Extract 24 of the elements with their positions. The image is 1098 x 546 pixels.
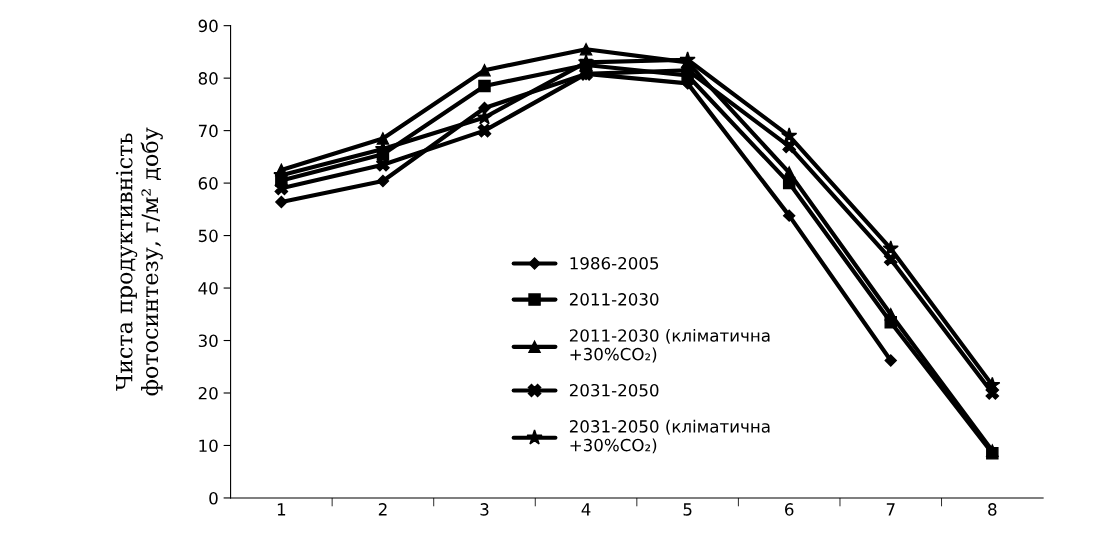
y-tick-label: 40 (198, 282, 218, 295)
y-tick-label: 60 (198, 177, 218, 190)
x-tick-label: 1 (277, 503, 286, 516)
x-tick-label: 8 (988, 503, 997, 516)
x-tick-label: 7 (886, 503, 895, 516)
x-tick-label: 2 (378, 503, 387, 516)
x-tick-label: 3 (480, 503, 489, 516)
y-tick-label: 90 (198, 19, 218, 33)
y-tick-label: 70 (198, 124, 218, 138)
y-tick-label: 10 (199, 439, 218, 453)
x-tick-label: 4 (581, 503, 591, 516)
y-tick-label: 30 (198, 334, 218, 348)
x-tick-label: 6 (785, 503, 794, 516)
legend-label: 2031-2050 (569, 383, 659, 397)
legend-label: 2031-2050 (кліматична +30%CO₂) (569, 419, 770, 454)
legend-label: 2011-2030 (кліматична +30%CO₂) (569, 328, 770, 363)
y-tick-label: 50 (198, 229, 218, 243)
y-axis-title: Чиста продуктивність фотосинтезу, г/м² добу (115, 127, 163, 396)
y-tick-label: 80 (198, 72, 218, 85)
y-tick-label: 0 (209, 491, 218, 505)
x-tick-label: 5 (683, 503, 692, 516)
legend-label: 1986-2005 (570, 256, 659, 270)
y-tick-label: 20 (198, 386, 218, 400)
legend-label: 2011-2030 (569, 293, 659, 306)
